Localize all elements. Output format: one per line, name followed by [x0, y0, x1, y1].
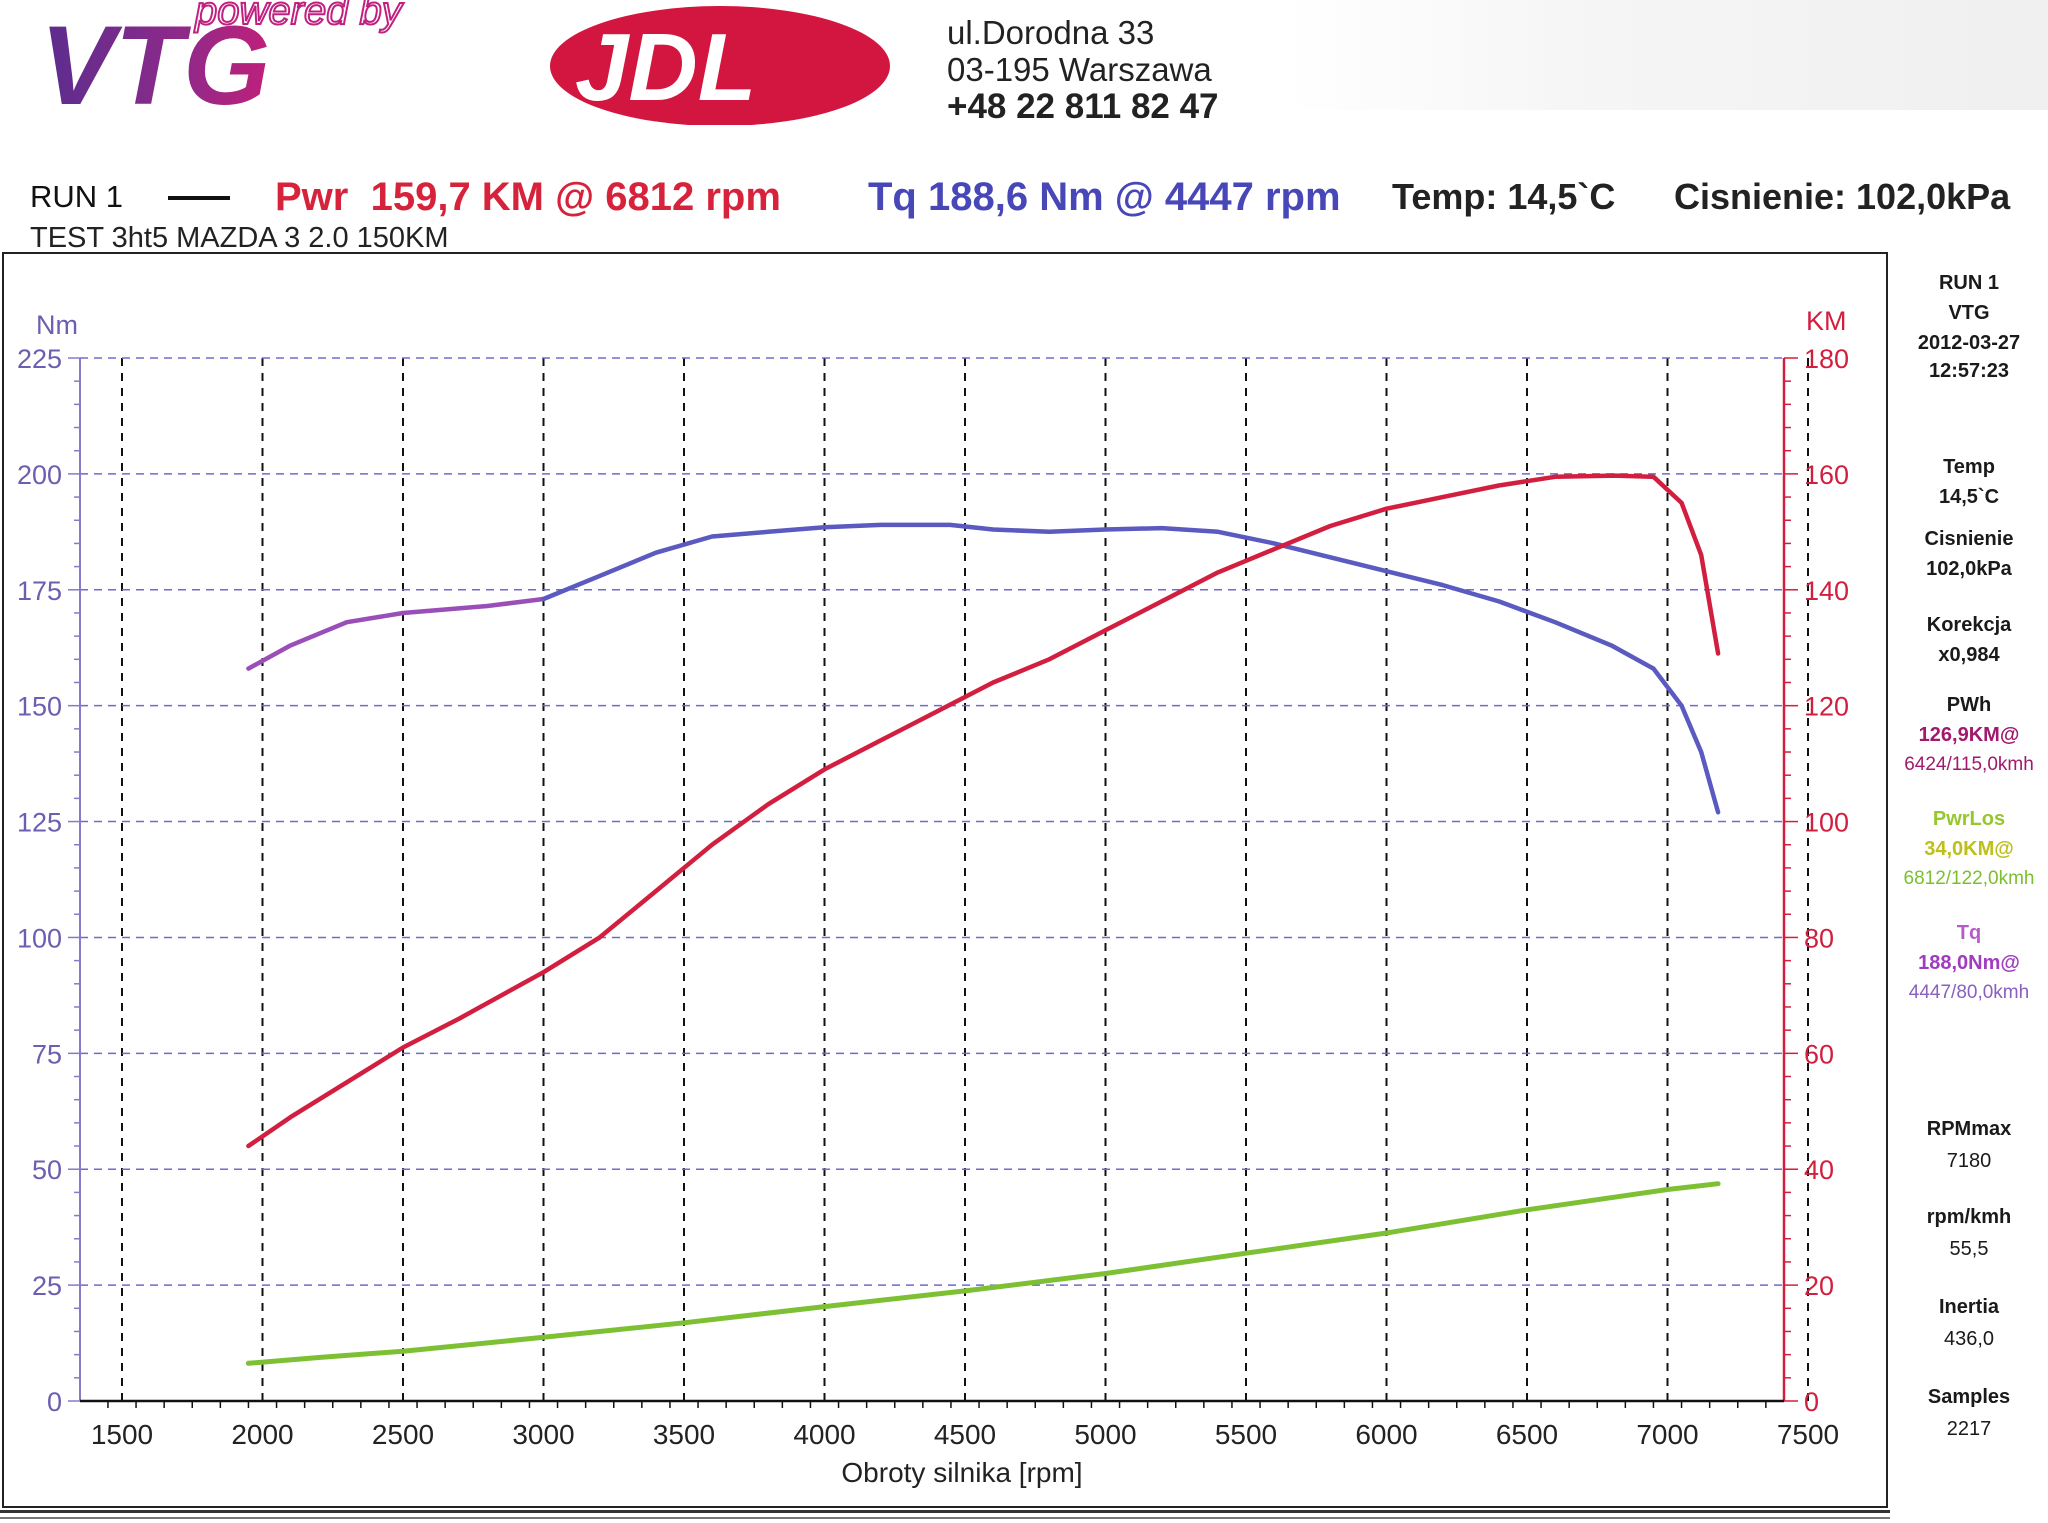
- side-run: RUN 1: [1938, 272, 1999, 294]
- y-axis-label-left: Nm: [36, 310, 78, 340]
- side-loss-value: 34,0KM@: [1924, 838, 2014, 860]
- dyno-chart: 0 25 50 75 100 125 150 175 200 225 Nm 0 20 40 60 80 100 1…: [17, 306, 1849, 1488]
- logo-vtg: VTG: [40, 3, 270, 125]
- side-rk-value: 55,5: [1949, 1238, 1989, 1260]
- address-block: ul.Dorodna 33 03-195 Warszawa +48 22 811…: [947, 14, 1219, 125]
- address-street: ul.Dorodna 33: [947, 14, 1155, 51]
- header-background-fade: [1288, 0, 2048, 110]
- side-pwh-label: PWh: [1946, 694, 1992, 716]
- side-corr-value: x0,984: [1938, 644, 2000, 666]
- side-tq-label: Tq: [1956, 922, 1982, 944]
- side-rpm-label: RPMmax: [1926, 1118, 2012, 1140]
- side-temp-label: Temp: [1943, 456, 1995, 478]
- side-time: 12:57:23: [1928, 360, 2010, 382]
- logo-jdl: JDL: [575, 14, 756, 121]
- y-tick-label-right: 0: [1804, 1387, 1819, 1417]
- y-tick-label-left: 200: [17, 460, 62, 490]
- side-press-value: 102,0kPa: [1926, 558, 2012, 580]
- y-axis-label-right: KM: [1806, 306, 1847, 336]
- logo-tagline: powered by: [194, 0, 405, 33]
- y-tick-label-left: 0: [47, 1387, 62, 1417]
- run-summary: RUN 1 Pwr 159,7 KM @ 6812 rpm Tq 188,6 N…: [30, 175, 2048, 219]
- side-pwh-value: 126,9KM@: [1918, 724, 2020, 746]
- power-loss-curve: [245, 1181, 1721, 1366]
- side-loss-detail: 6812/122,0kmh: [1903, 868, 2035, 889]
- x-axis-label: Obroty silnika [rpm]: [841, 1457, 1082, 1488]
- x-tick-label: 2500: [372, 1419, 434, 1450]
- chart-frame: [2, 252, 1888, 1508]
- y-tick-label-right: 160: [1804, 460, 1849, 490]
- side-corr-label: Korekcja: [1926, 614, 2012, 636]
- run-legend-line: [168, 196, 230, 200]
- y-tick-label-left: 50: [32, 1155, 62, 1185]
- y-tick-label-left: 150: [17, 692, 62, 722]
- y-tick-label-right: 180: [1804, 344, 1849, 374]
- x-tick-label: 7000: [1636, 1419, 1698, 1450]
- side-tq-value: 188,0Nm@: [1918, 952, 2020, 974]
- side-inertia-value: 436,0: [1943, 1328, 1995, 1350]
- x-tick-label: 5500: [1215, 1419, 1277, 1450]
- x-tick-label: 3000: [512, 1419, 574, 1450]
- x-tick-label: 2000: [231, 1419, 293, 1450]
- y-tick-label-right: 80: [1804, 923, 1834, 953]
- y-tick-label-left: 75: [32, 1039, 62, 1069]
- y-tick-label-right: 20: [1804, 1271, 1834, 1301]
- torque-curve: [541, 522, 1721, 815]
- y-tick-label-right: 120: [1804, 692, 1849, 722]
- max-power: Pwr 159,7 KM @ 6812 rpm: [275, 175, 781, 219]
- x-tick-label: 4500: [934, 1419, 996, 1450]
- side-temp-value: 14,5`C: [1938, 486, 2000, 508]
- side-samples-value: 2217: [1946, 1418, 1992, 1440]
- side-tq-detail: 4447/80,0kmh: [1908, 982, 2030, 1003]
- bottom-rule-secondary: [0, 1517, 1890, 1519]
- y-tick-label-right: 100: [1804, 808, 1849, 838]
- pressure: Cisnienie: 102,0kPa: [1674, 176, 2011, 217]
- side-inertia-label: Inertia: [1938, 1296, 2000, 1318]
- power-curve: [246, 473, 1721, 1149]
- side-pwh-detail: 6424/115,0kmh: [1904, 754, 2034, 775]
- run-label: RUN 1: [30, 179, 124, 214]
- x-tick-label: 5000: [1074, 1419, 1136, 1450]
- y-tick-label-left: 125: [17, 808, 62, 838]
- y-tick-label-left: 225: [17, 344, 62, 374]
- y-tick-label-left: 175: [17, 576, 62, 606]
- x-tick-label: 7500: [1777, 1419, 1839, 1450]
- x-tick-label: 6000: [1355, 1419, 1417, 1450]
- max-torque: Tq 188,6 Nm @ 4447 rpm: [868, 175, 1341, 219]
- side-loss-label: PwrLos: [1932, 808, 2006, 830]
- address-phone: +48 22 811 82 47: [947, 87, 1219, 126]
- x-tick-label: 1500: [91, 1419, 153, 1450]
- test-subtitle: TEST 3ht5 MAZDA 3 2.0 150KM: [30, 222, 449, 254]
- y-tick-label-left: 25: [32, 1271, 62, 1301]
- y-tick-label-right: 60: [1804, 1039, 1834, 1069]
- side-vtg: VTG: [1948, 302, 1990, 324]
- y-tick-label-left: 100: [17, 923, 62, 953]
- side-rk-label: rpm/kmh: [1926, 1206, 2012, 1228]
- address-city: 03-195 Warszawa: [947, 51, 1212, 88]
- y-tick-label-right: 40: [1804, 1155, 1834, 1185]
- vtg-jdl-logo: powered by VTG JDL: [30, 0, 890, 125]
- x-tick-label: 4000: [793, 1419, 855, 1450]
- x-tick-label: 3500: [653, 1419, 715, 1450]
- side-rpm-value: 7180: [1946, 1150, 1992, 1172]
- torque-curve-start: [246, 596, 546, 671]
- side-date: 2012-03-27: [1917, 332, 2021, 354]
- bottom-rule: [0, 1510, 1890, 1513]
- y-tick-label-right: 140: [1804, 576, 1849, 606]
- side-samples-label: Samples: [1927, 1386, 2011, 1408]
- temperature: Temp: 14,5`C: [1392, 176, 1616, 217]
- x-tick-label: 6500: [1496, 1419, 1558, 1450]
- side-press-label: Cisnienie: [1924, 528, 2014, 550]
